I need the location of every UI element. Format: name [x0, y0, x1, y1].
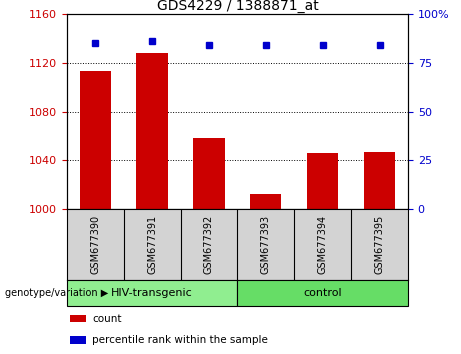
Text: control: control: [303, 288, 342, 298]
Text: GSM677395: GSM677395: [374, 215, 384, 274]
Text: percentile rank within the sample: percentile rank within the sample: [92, 335, 268, 345]
Text: GSM677390: GSM677390: [90, 215, 100, 274]
Text: GSM677391: GSM677391: [147, 215, 157, 274]
Bar: [307, 153, 338, 209]
Bar: [136, 53, 168, 209]
Bar: [237, 280, 408, 306]
Text: GSM677394: GSM677394: [318, 215, 328, 274]
Text: GSM677392: GSM677392: [204, 215, 214, 274]
Title: GDS4229 / 1388871_at: GDS4229 / 1388871_at: [157, 0, 318, 13]
Bar: [193, 138, 225, 209]
Bar: [364, 152, 395, 209]
Text: count: count: [92, 314, 122, 324]
Bar: [70, 336, 86, 344]
Bar: [80, 72, 111, 209]
Text: GSM677393: GSM677393: [261, 215, 271, 274]
Bar: [250, 194, 282, 209]
Bar: [70, 315, 86, 322]
Text: HIV-transgenic: HIV-transgenic: [111, 288, 193, 298]
Bar: [67, 280, 237, 306]
Text: genotype/variation ▶: genotype/variation ▶: [5, 288, 108, 298]
